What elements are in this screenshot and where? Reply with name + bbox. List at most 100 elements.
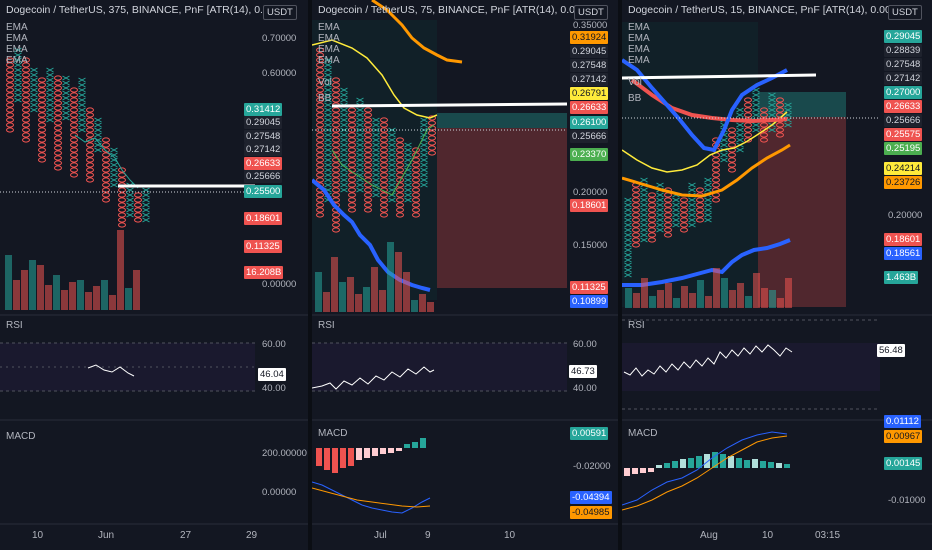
loss-zone[interactable] [437,128,567,288]
pnf-o-mark [332,212,340,218]
macd-bar [324,448,330,470]
pnf-o-mark [744,132,752,138]
pnf-x-mark [110,182,118,188]
rsi-label[interactable]: RSI [6,320,23,331]
pnf-x-mark [324,147,332,153]
macd-bar [728,456,734,468]
price-tag: 0.18601 [244,212,283,225]
pnf-x-mark [110,147,118,153]
pnf-o-mark [412,167,420,173]
pnf-o-mark [316,177,324,183]
indicator-ema[interactable]: EMA [628,22,650,33]
rsi-label[interactable]: RSI [628,320,645,331]
pnf-o-mark [6,97,14,103]
horizontal-line[interactable] [331,102,568,108]
pnf-x-mark [356,167,364,173]
price-chart-2[interactable] [312,0,620,550]
pnf-x-mark [142,202,150,208]
indicator-ema[interactable]: EMA [628,55,650,66]
indicator-ema[interactable]: EMA [318,33,340,44]
indicator-ema[interactable]: EMA [6,33,28,44]
rsi-label[interactable]: RSI [318,320,335,331]
price-chart-3[interactable] [622,0,932,550]
pnf-x-mark [324,172,332,178]
panel-separator[interactable] [618,0,622,550]
price-tag: 0.31412 [244,103,283,116]
pnf-x-mark [656,207,664,213]
volume-bar [331,257,338,312]
pnf-o-mark [54,150,62,156]
pnf-x-mark [356,117,364,123]
pnf-o-mark [428,130,436,136]
pnf-x-mark [624,232,632,238]
indicator-ema[interactable]: EMA [628,33,650,44]
pnf-x-mark [46,97,54,103]
panel-separator[interactable] [308,0,312,550]
pnf-o-mark [760,137,768,143]
pnf-o-mark [680,222,688,228]
indicator-ema[interactable]: EMA [628,44,650,55]
pnf-o-mark [364,137,372,143]
pnf-o-mark [332,112,340,118]
pnf-o-mark [648,232,656,238]
macd-label[interactable]: MACD [6,431,36,442]
indicator-ema[interactable]: EMA [318,22,340,33]
macd-label[interactable]: MACD [318,428,348,439]
indicator-bb[interactable]: BB [318,93,332,104]
macd-label[interactable]: MACD [628,428,658,439]
indicator-vol[interactable]: Vol [318,77,332,88]
pnf-x-mark [62,100,70,106]
volume-bar [45,285,52,310]
indicator-ema[interactable]: EMA [6,55,28,66]
time-axis-label: Jun [98,530,115,541]
indicator-bb[interactable]: BB [628,93,642,104]
price-chart-1[interactable] [0,0,309,550]
indicator-ema[interactable]: EMA [6,22,28,33]
currency-button[interactable]: USDT [888,5,922,20]
indicator-vol[interactable]: Vol [628,77,642,88]
price-axis[interactable]: USDT 0.70000 0.60000 0.00000 0.31412 0.2… [244,0,309,550]
pnf-o-mark [316,127,324,133]
chart-panel-1[interactable]: Dogecoin / TetherUS, 375, BINANCE, PnF [… [0,0,309,550]
pnf-o-mark [86,132,94,138]
volume-bar [85,292,92,310]
macd-histogram [624,452,790,476]
currency-button[interactable]: USDT [574,5,608,20]
axis-tick: 40.00 [573,383,597,394]
price-axis[interactable]: USDT 0.35000 0.20000 0.15000 0.31924 0.2… [566,0,620,550]
pnf-o-mark [54,105,62,111]
pnf-x-mark [388,172,396,178]
volume-bar [355,294,362,312]
pnf-o-mark [118,197,126,203]
chart-panel-3[interactable]: Dogecoin / TetherUS, 15, BINANCE, PnF [A… [622,0,932,550]
profit-zone[interactable] [437,113,567,128]
pnf-o-mark [332,92,340,98]
pnf-o-mark [22,107,30,113]
volume-bar [689,293,696,308]
indicator-ema[interactable]: EMA [318,44,340,55]
volume-bar [5,255,12,310]
loss-zone[interactable] [758,117,846,307]
currency-button[interactable]: USDT [263,5,297,20]
pnf-o-mark [118,217,126,223]
pnf-o-mark [316,72,324,78]
pnf-o-mark [412,187,420,193]
pnf-x-mark [340,112,348,118]
pnf-o-mark [54,165,62,171]
volume-bar [641,278,648,308]
indicator-ema[interactable]: EMA [318,55,340,66]
horizontal-line[interactable] [622,73,817,80]
pnf-o-mark [38,87,46,93]
price-tag: 0.23726 [884,176,923,189]
pnf-o-mark [86,127,94,133]
pnf-o-mark [348,197,356,203]
price-axis[interactable]: USDT 0.20000 0.29045 0.28839 0.27548 0.2… [877,0,932,550]
pnf-o-mark [380,207,388,213]
chart-panel-2[interactable]: Dogecoin / TetherUS, 75, BINANCE, PnF [A… [312,0,620,550]
pnf-o-mark [316,112,324,118]
pnf-x-mark [46,107,54,113]
pnf-o-mark [102,167,110,173]
pnf-x-mark [624,212,632,218]
pnf-x-mark [404,142,412,148]
indicator-ema[interactable]: EMA [6,44,28,55]
